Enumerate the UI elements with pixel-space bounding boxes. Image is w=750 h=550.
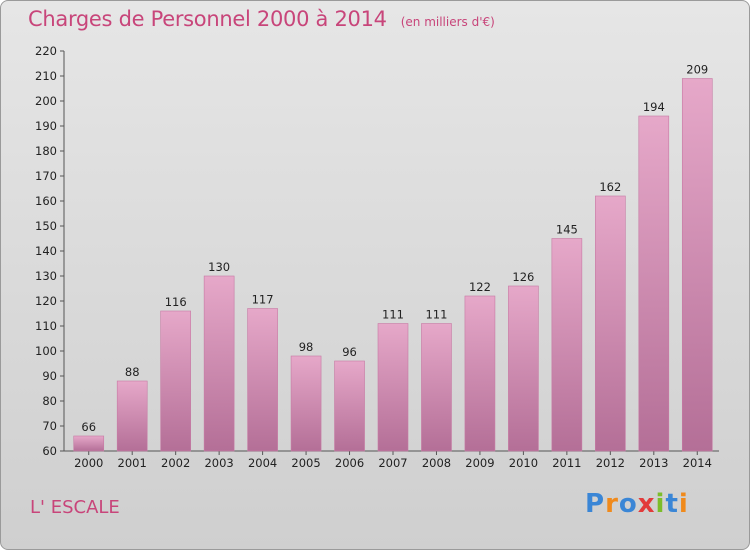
value-labels: 66 88 116 130 117 98 96 111 111 122 126 145 162 194 20…	[81, 63, 708, 435]
bar	[73, 435, 105, 452]
logo-letter: r	[605, 489, 619, 519]
y-tick-label: 220	[35, 44, 57, 58]
data-label: 122	[469, 280, 491, 294]
logo-letter: i	[678, 489, 689, 519]
y-tick-label: 60	[42, 444, 57, 458]
bar	[290, 355, 322, 452]
data-label: 88	[125, 365, 140, 379]
y-tick-label: 150	[35, 219, 57, 233]
y-tick-label: 200	[35, 94, 57, 108]
bar	[595, 195, 626, 452]
bar	[681, 78, 713, 452]
x-tick-label: 2008	[422, 456, 451, 470]
x-tick-label: 2012	[596, 456, 625, 470]
title-row: Charges de Personnel 2000 à 2014 (en mill…	[28, 7, 495, 31]
x-tick-label: 2001	[118, 456, 147, 470]
x-tick-label: 2006	[335, 456, 364, 470]
logo-letter: x	[637, 489, 656, 519]
logo-letter: i	[655, 489, 666, 519]
data-label: 145	[556, 223, 578, 237]
x-tick-label: 2011	[552, 456, 581, 470]
y-tick-label: 100	[35, 344, 57, 358]
chart-title: Charges de Personnel 2000 à 2014	[28, 7, 387, 31]
logo-letter: t	[665, 489, 679, 519]
proxiti-logo: Proxiti	[585, 489, 689, 519]
data-label: 96	[342, 345, 357, 359]
data-label: 194	[643, 100, 665, 114]
x-tick-label: 2002	[161, 456, 190, 470]
x-tick-label: 2007	[378, 456, 407, 470]
bar	[203, 275, 235, 452]
bar	[551, 238, 583, 452]
data-label: 111	[382, 308, 404, 322]
bar	[508, 285, 539, 452]
data-label: 130	[208, 260, 230, 274]
data-label: 98	[299, 340, 314, 354]
y-tick-label: 90	[42, 369, 57, 383]
x-tick-label: 2014	[683, 456, 712, 470]
x-tick-label: 2010	[509, 456, 538, 470]
logo-letter: o	[618, 489, 638, 519]
y-tick-label: 190	[35, 119, 57, 133]
data-label: 126	[512, 270, 534, 284]
data-label: 116	[165, 295, 187, 309]
bar	[334, 360, 365, 452]
x-tick-label: 2003	[204, 456, 233, 470]
bar	[377, 323, 409, 452]
logo-letter: P	[585, 489, 606, 519]
y-tick-label: 110	[35, 319, 57, 333]
data-label: 111	[425, 308, 447, 322]
x-tick-label: 2005	[291, 456, 320, 470]
bar	[464, 295, 496, 452]
y-tick-label: 210	[35, 69, 57, 83]
y-tick-label: 140	[35, 244, 57, 258]
bar	[638, 115, 670, 452]
y-tick-label: 170	[35, 169, 57, 183]
data-label: 117	[252, 293, 274, 307]
data-label: 209	[686, 63, 708, 77]
chart-subtitle: (en milliers d'€)	[400, 15, 495, 29]
x-tick-label: 2004	[248, 456, 277, 470]
axes: 60 70 80 90 100 110 120 130 140 150 160 170 180 190 20…	[35, 44, 719, 470]
data-label: 66	[81, 420, 96, 434]
y-tick-label: 160	[35, 194, 57, 208]
bar	[160, 310, 191, 452]
x-tick-label: 2013	[639, 456, 668, 470]
y-tick-label: 70	[42, 419, 57, 433]
bar	[247, 308, 278, 452]
data-label: 162	[599, 180, 621, 194]
bars	[73, 78, 713, 452]
x-tick-label: 2000	[74, 456, 103, 470]
y-tick-label: 180	[35, 144, 57, 158]
y-tick-label: 120	[35, 294, 57, 308]
x-tick-label: 2009	[465, 456, 494, 470]
commune-name: L' ESCALE	[30, 497, 120, 518]
y-tick-label: 130	[35, 269, 57, 283]
y-tick-label: 80	[42, 394, 57, 408]
bar	[421, 323, 452, 452]
bar	[116, 380, 148, 452]
